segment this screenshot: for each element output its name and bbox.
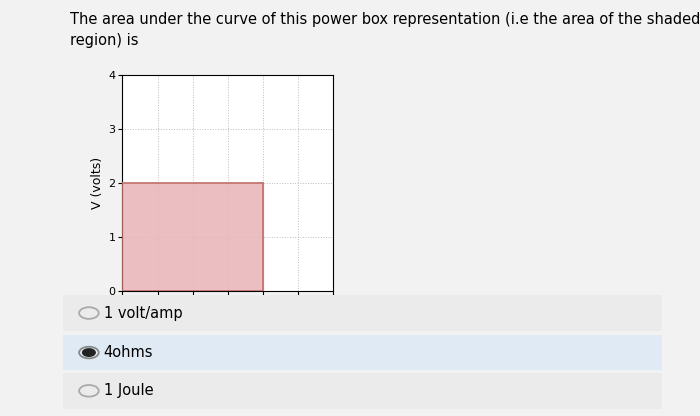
Text: 4ohms: 4ohms xyxy=(104,345,153,360)
Y-axis label: V (volts): V (volts) xyxy=(91,157,104,209)
Text: 1 Joule: 1 Joule xyxy=(104,383,153,399)
Text: The area under the curve of this power box representation (i.e the area of the s: The area under the curve of this power b… xyxy=(70,12,700,49)
X-axis label: I (amps): I (amps) xyxy=(202,312,253,325)
Polygon shape xyxy=(122,183,262,291)
Text: 1 volt/amp: 1 volt/amp xyxy=(104,305,182,321)
